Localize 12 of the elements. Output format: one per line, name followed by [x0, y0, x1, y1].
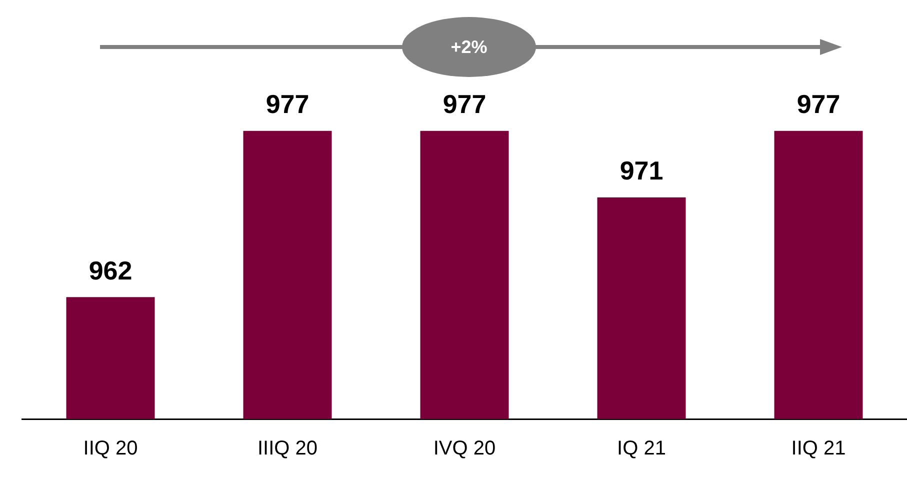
- x-tick-label: IIIQ 20: [257, 438, 318, 460]
- data-label: 977: [266, 89, 310, 120]
- x-tick-label: IIQ 20: [83, 438, 138, 460]
- data-label: 971: [620, 156, 664, 186]
- data-label: 962: [88, 255, 132, 286]
- data-label: 977: [442, 89, 486, 120]
- x-tick-label: IVQ 20: [433, 438, 496, 460]
- x-tick-label: IQ 21: [617, 438, 666, 460]
- x-tick-label: IIQ 21: [791, 438, 846, 460]
- data-label: 977: [796, 89, 840, 120]
- annotation: +2%: [450, 36, 488, 58]
- oval-badge: +2%: [402, 17, 536, 77]
